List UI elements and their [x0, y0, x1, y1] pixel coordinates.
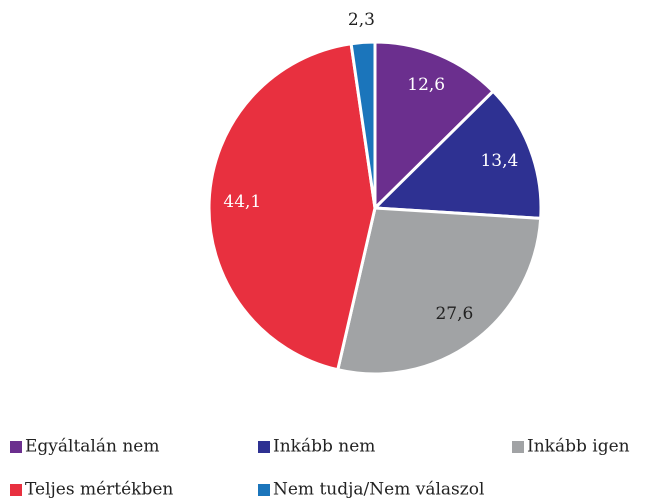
legend-swatch: [10, 441, 22, 453]
legend-swatch: [10, 484, 22, 496]
pie-slice: [371, 89, 543, 221]
pie-slice: [373, 40, 496, 212]
legend-label: Teljes mértékben: [25, 480, 173, 500]
legend-swatch: [512, 441, 524, 453]
legend-label: Egyáltalán nem: [25, 437, 160, 457]
pie-slice: [207, 42, 377, 372]
legend-swatch: [258, 484, 270, 496]
legend-swatch: [258, 441, 270, 453]
slice-label: 2,3: [348, 10, 375, 30]
legend-label: Nem tudja/Nem válaszol: [273, 480, 484, 500]
legend-label: Inkább igen: [527, 437, 630, 457]
slice-label: 44,1: [223, 192, 261, 212]
pie-slice: [349, 40, 377, 209]
legend-label: Inkább nem: [273, 437, 375, 457]
slice-label: 12,6: [407, 75, 445, 95]
slice-label: 13,4: [480, 151, 518, 171]
slice-label: 27,6: [435, 304, 473, 324]
pie-slice: [335, 206, 543, 376]
